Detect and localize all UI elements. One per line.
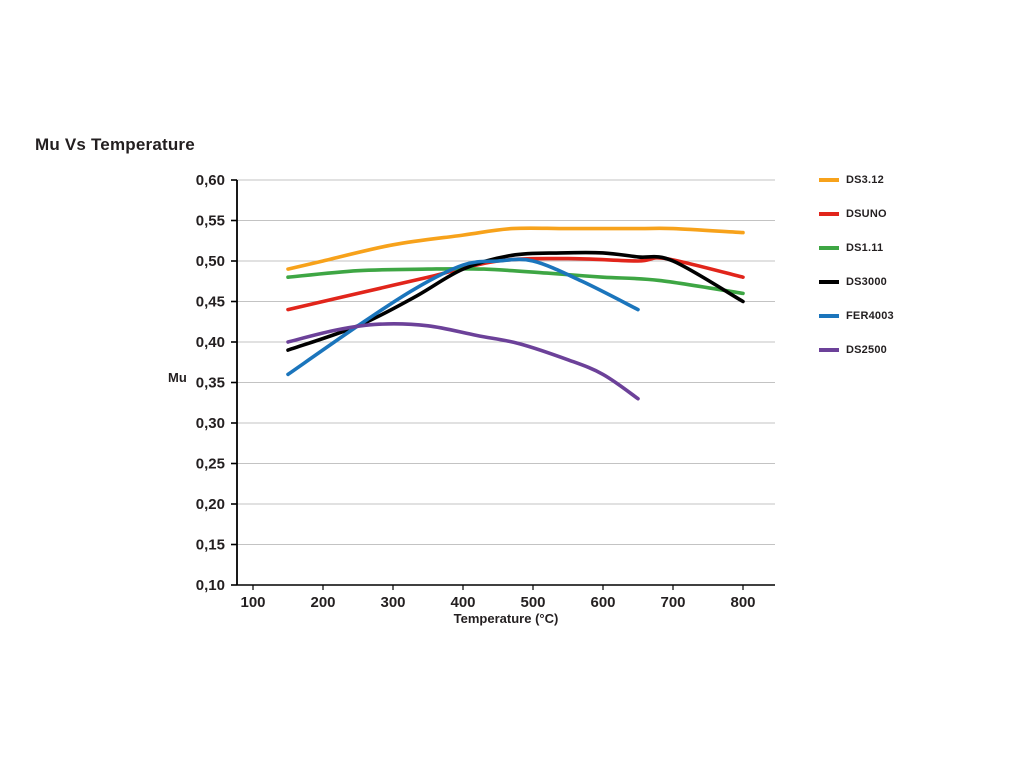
- y-tick-label: 0,40: [196, 334, 225, 351]
- legend-swatch: [819, 348, 839, 352]
- y-tick-label: 0,10: [196, 577, 225, 594]
- legend-item: DS1.11: [819, 241, 894, 255]
- legend-item: DSUNO: [819, 207, 894, 221]
- legend-item: DS2500: [819, 343, 894, 357]
- x-tick-label: 200: [310, 594, 335, 611]
- x-axis-label: Temperature (°C): [453, 611, 559, 626]
- x-tick-label: 800: [730, 594, 755, 611]
- legend-swatch: [819, 178, 839, 182]
- y-axis-label: Mu: [168, 370, 187, 385]
- y-tick-label: 0,20: [196, 496, 225, 513]
- legend-label: FER4003: [846, 310, 894, 322]
- legend: DS3.12 DSUNO DS1.11 DS3000 FER4003 DS2500: [819, 173, 894, 357]
- legend-swatch: [819, 212, 839, 216]
- legend-item: FER4003: [819, 309, 894, 323]
- legend-item: DS3.12: [819, 173, 894, 187]
- legend-label: DS1.11: [846, 242, 884, 254]
- legend-label: DSUNO: [846, 208, 887, 220]
- legend-swatch: [819, 314, 839, 318]
- y-tick-label: 0,60: [196, 172, 225, 189]
- series-line-DS1.11: [286, 266, 745, 296]
- legend-label: DS2500: [846, 344, 887, 356]
- y-tick-label: 0,25: [196, 456, 225, 473]
- x-tick-label: 400: [450, 594, 475, 611]
- x-tick-label: 500: [520, 594, 545, 611]
- series-line-DS3.12: [286, 226, 745, 271]
- legend-swatch: [819, 246, 839, 250]
- chart-title: Mu Vs Temperature: [35, 135, 195, 154]
- series-line-DS2500: [286, 322, 640, 401]
- legend-item: DS3000: [819, 275, 894, 289]
- y-tick-label: 0,35: [196, 375, 225, 392]
- x-tick-label: 300: [380, 594, 405, 611]
- y-tick-label: 0,30: [196, 415, 225, 432]
- y-tick-label: 0,50: [196, 253, 225, 270]
- legend-label: DS3000: [846, 276, 887, 288]
- legend-swatch: [819, 280, 839, 284]
- x-tick-label: 100: [240, 594, 265, 611]
- x-tick-label: 600: [590, 594, 615, 611]
- series-line-DS3000: [286, 250, 745, 352]
- y-tick-label: 0,15: [196, 537, 225, 554]
- y-tick-label: 0,55: [196, 213, 225, 230]
- legend-label: DS3.12: [846, 174, 884, 186]
- x-tick-label: 700: [660, 594, 685, 611]
- y-tick-label: 0,45: [196, 294, 225, 311]
